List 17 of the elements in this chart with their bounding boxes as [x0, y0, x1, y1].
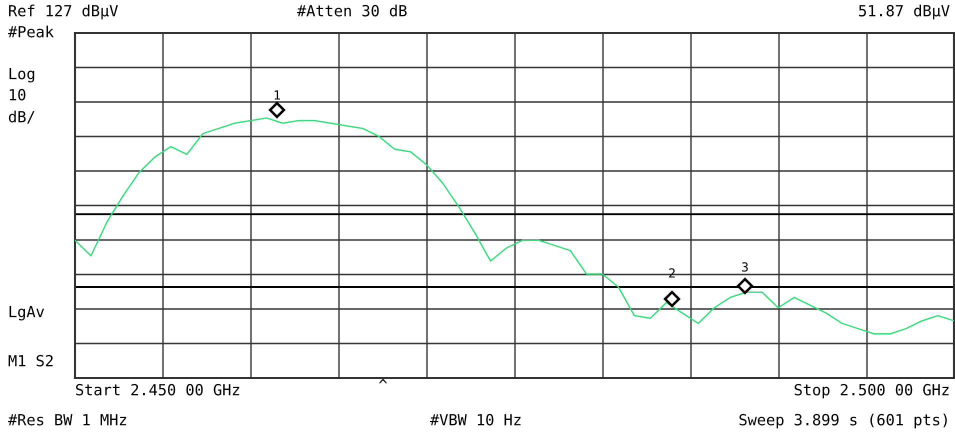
text: Sweep 3.899 s (601 pts): [739, 414, 947, 428]
text: #VBW 10 Hz: [430, 414, 521, 426]
text: M1 S2: [8, 354, 53, 366]
text: #Peak: [8, 26, 54, 38]
text: dB/: [8, 110, 34, 124]
text: LgAv: [10, 306, 44, 320]
text: #Atten 30 dB: [297, 4, 407, 16]
text: 1: [274, 90, 280, 100]
text: Start 2.450 00 GHz: [76, 384, 240, 396]
text: 10: [10, 88, 26, 100]
text: Log: [10, 68, 34, 82]
text: ^: [378, 379, 388, 384]
text: Ref 127 dBµV: [9, 4, 118, 20]
text: #Res BW 1 MHz: [8, 414, 126, 426]
text: Stop 2.500 00 GHz: [794, 384, 949, 398]
annotation: 3: [742, 262, 748, 272]
text: 51.87 dBµV: [859, 4, 950, 20]
